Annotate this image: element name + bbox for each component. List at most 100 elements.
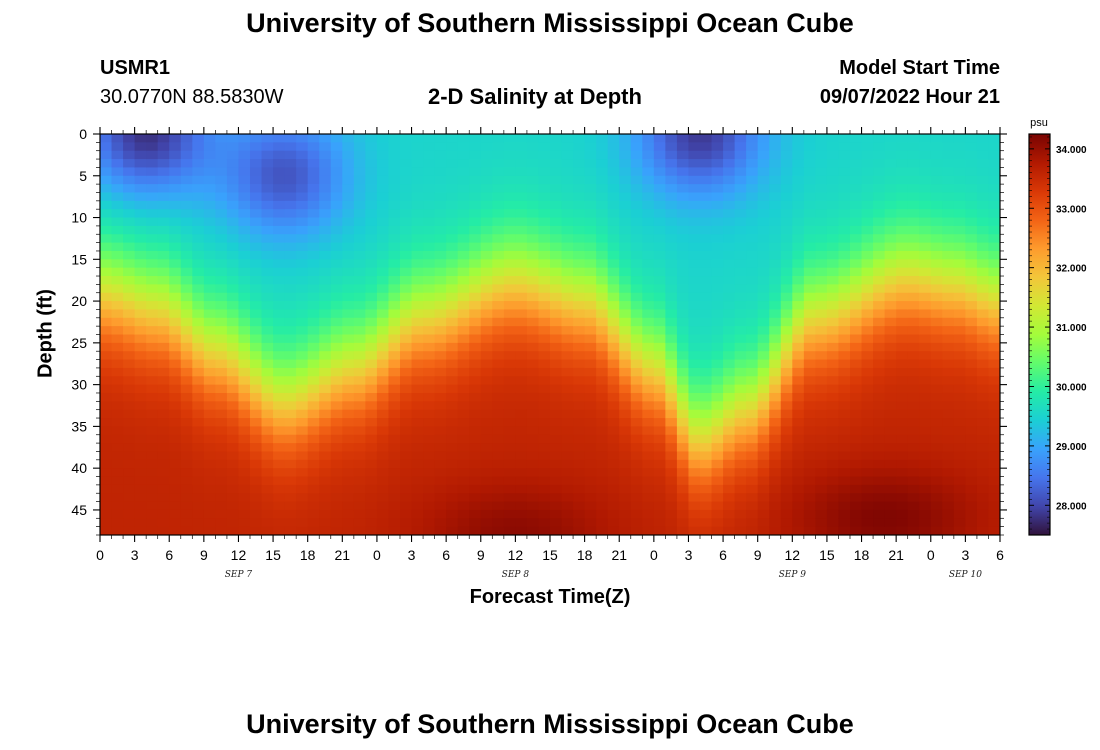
heatmap-cell bbox=[838, 384, 851, 394]
heatmap-cell bbox=[538, 334, 551, 344]
heatmap-cell bbox=[896, 426, 909, 436]
heatmap-cell bbox=[573, 401, 586, 411]
heatmap-cell bbox=[873, 334, 886, 344]
heatmap-cell bbox=[330, 150, 343, 160]
heatmap-cell bbox=[826, 392, 840, 402]
heatmap-cell bbox=[492, 367, 505, 377]
heatmap-cell bbox=[296, 434, 309, 444]
heatmap-cell bbox=[896, 184, 909, 194]
heatmap-cell bbox=[111, 392, 124, 402]
heatmap-cell bbox=[526, 493, 540, 503]
heatmap-cell bbox=[434, 418, 447, 427]
heatmap-cell bbox=[653, 509, 666, 519]
heatmap-cell bbox=[250, 334, 263, 344]
heatmap-cell bbox=[734, 351, 747, 361]
heatmap-cell bbox=[873, 493, 886, 503]
heatmap-cell bbox=[100, 526, 113, 535]
x-tick-label: 6 bbox=[996, 547, 1004, 563]
heatmap-cell bbox=[434, 159, 447, 169]
heatmap-cell bbox=[215, 342, 228, 352]
heatmap-cell bbox=[873, 526, 886, 535]
heatmap-cell bbox=[261, 426, 274, 436]
heatmap-cell bbox=[226, 192, 240, 202]
heatmap-cell bbox=[884, 392, 897, 402]
heatmap-cell bbox=[423, 192, 436, 202]
heatmap-cell bbox=[480, 376, 493, 386]
heatmap-cell bbox=[342, 334, 355, 344]
heatmap-cell bbox=[319, 242, 332, 252]
heatmap-cell bbox=[619, 443, 632, 453]
heatmap-cell bbox=[896, 276, 909, 285]
heatmap-cell bbox=[607, 451, 620, 461]
heatmap-cell bbox=[665, 367, 678, 377]
heatmap-cell bbox=[976, 401, 990, 411]
heatmap-cell bbox=[596, 317, 609, 327]
heatmap-cell bbox=[884, 326, 897, 336]
heatmap-cell bbox=[746, 134, 759, 143]
heatmap-cell bbox=[619, 242, 632, 252]
heatmap-cell bbox=[573, 225, 586, 235]
heatmap-cell bbox=[792, 150, 805, 160]
heatmap-cell bbox=[803, 284, 816, 294]
heatmap-cell bbox=[780, 150, 793, 160]
heatmap-cell bbox=[515, 284, 528, 294]
heatmap-cell bbox=[273, 434, 286, 444]
heatmap-cell bbox=[515, 217, 528, 227]
heatmap-cell bbox=[919, 526, 932, 535]
heatmap-cell bbox=[446, 276, 459, 285]
heatmap-cell bbox=[861, 443, 874, 453]
heatmap-cell bbox=[607, 443, 620, 453]
heatmap-cell bbox=[965, 509, 978, 519]
heatmap-cell bbox=[388, 426, 401, 436]
heatmap-cell bbox=[250, 217, 263, 227]
heatmap-cell bbox=[907, 518, 920, 528]
heatmap-cell bbox=[365, 392, 378, 402]
heatmap-cell bbox=[676, 334, 690, 344]
heatmap-cell bbox=[400, 342, 413, 352]
heatmap-cell bbox=[653, 276, 666, 285]
heatmap-cell bbox=[607, 351, 620, 361]
heatmap-cell bbox=[988, 434, 1000, 444]
heatmap-cell bbox=[919, 342, 932, 352]
heatmap-cell bbox=[423, 518, 436, 528]
heatmap-cell bbox=[873, 384, 886, 394]
heatmap-cell bbox=[676, 476, 690, 486]
heatmap-cell bbox=[642, 267, 655, 277]
heatmap-cell bbox=[965, 426, 978, 436]
heatmap-cell bbox=[642, 443, 655, 453]
heatmap-cell bbox=[192, 317, 205, 327]
heatmap-cell bbox=[619, 184, 632, 194]
heatmap-cell bbox=[250, 267, 263, 277]
heatmap-cell bbox=[480, 342, 493, 352]
x-tick-label: 6 bbox=[719, 547, 727, 563]
heatmap-cell bbox=[400, 501, 413, 511]
heatmap-cell bbox=[561, 142, 574, 152]
heatmap-cell bbox=[296, 267, 309, 277]
heatmap-cell bbox=[273, 451, 286, 461]
heatmap-cell bbox=[769, 518, 782, 528]
heatmap-cell bbox=[873, 150, 886, 160]
heatmap-cell bbox=[273, 326, 286, 336]
heatmap-cell bbox=[134, 334, 147, 344]
heatmap-cell bbox=[503, 501, 516, 511]
heatmap-cell bbox=[584, 184, 597, 194]
heatmap-cell bbox=[896, 359, 909, 369]
heatmap-cell bbox=[734, 234, 747, 244]
heatmap-cell bbox=[676, 359, 690, 369]
heatmap-cell bbox=[930, 292, 943, 302]
heatmap-cell bbox=[757, 376, 770, 386]
heatmap-cell bbox=[388, 267, 401, 277]
heatmap-cell bbox=[630, 468, 643, 478]
heatmap-cell bbox=[134, 309, 147, 319]
heatmap-cell bbox=[815, 476, 828, 486]
station-id: USMR1 bbox=[100, 57, 171, 79]
heatmap-cell bbox=[365, 484, 378, 494]
heatmap-cell bbox=[688, 484, 701, 494]
heatmap-cell bbox=[653, 501, 666, 511]
heatmap-cell bbox=[803, 150, 816, 160]
heatmap-cell bbox=[838, 342, 851, 352]
heatmap-cell bbox=[873, 351, 886, 361]
heatmap-cell bbox=[273, 192, 286, 202]
heatmap-cell bbox=[146, 518, 159, 528]
heatmap-cell bbox=[838, 451, 851, 461]
